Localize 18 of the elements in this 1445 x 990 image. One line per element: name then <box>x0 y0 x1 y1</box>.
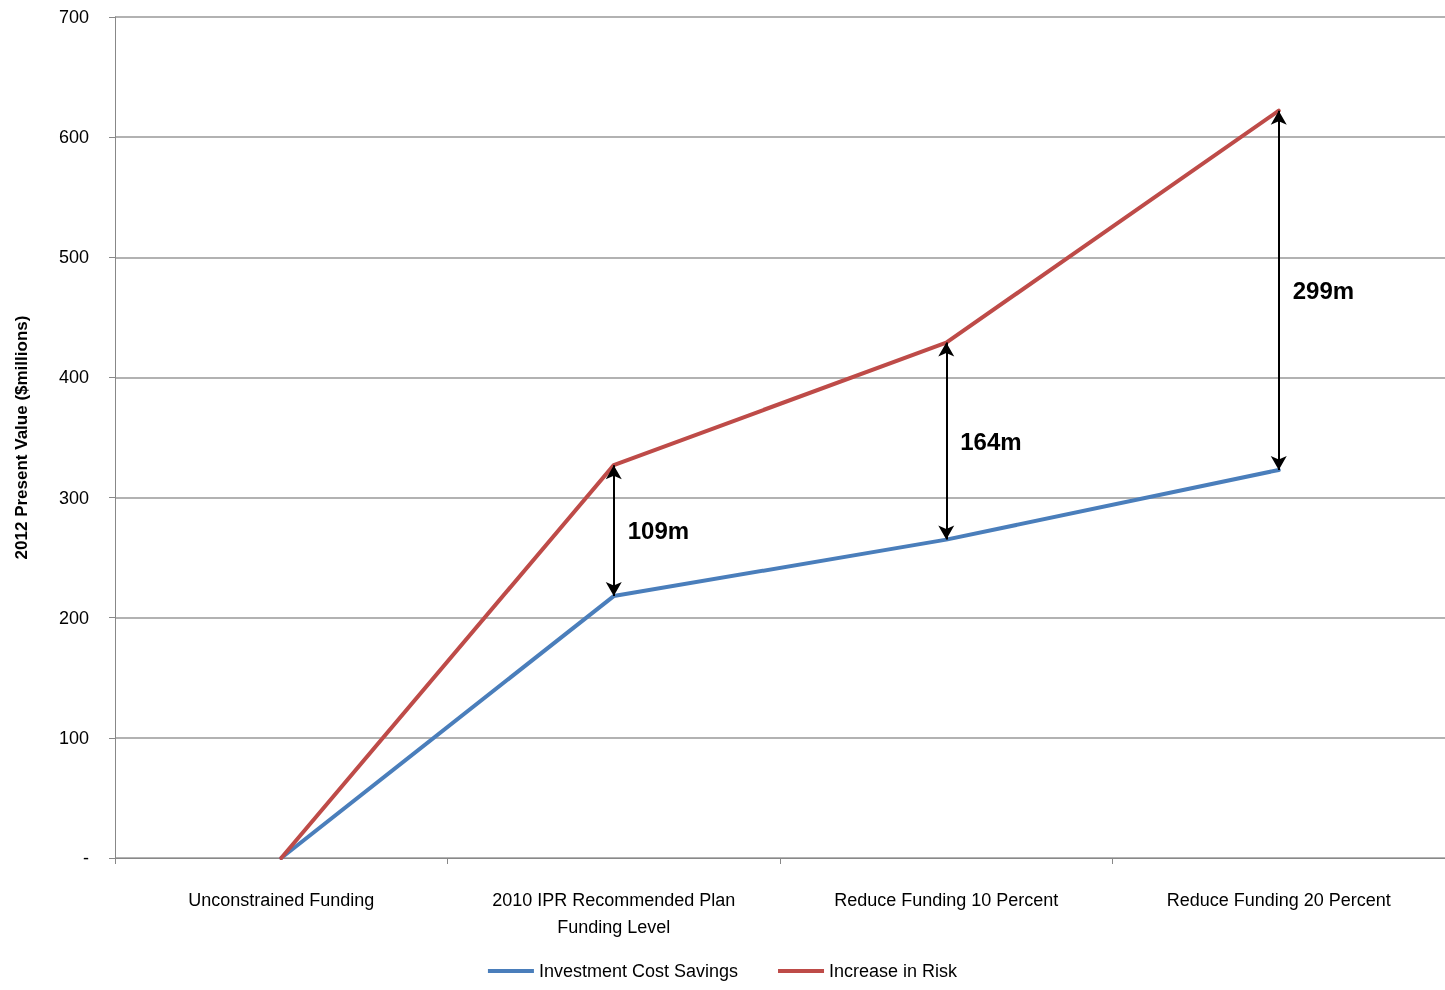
y-tick-label: 400 <box>58 367 89 388</box>
y-tick-label: 500 <box>58 247 89 268</box>
legend-label: Investment Cost Savings <box>538 961 739 981</box>
y-tick-label: 300 <box>58 487 89 508</box>
x-tick-label: Reduce Funding 20 Percent <box>1166 889 1391 910</box>
annotation: 109m <box>627 517 690 545</box>
y-tick-label: 200 <box>58 607 89 628</box>
x-tick-label: 2010 IPR Recommended Plan Funding Level <box>492 889 736 937</box>
y-tick-label: 700 <box>58 7 89 27</box>
annotation: 164m <box>960 427 1022 455</box>
annotation: 299m <box>1292 276 1355 304</box>
x-tick-label: Unconstrained Funding <box>188 889 375 910</box>
legend-label: Increase in Risk <box>829 961 959 981</box>
y-tick-label: - <box>83 848 89 868</box>
y-tick-label: 600 <box>58 127 89 148</box>
y-tick-label: 100 <box>58 727 89 748</box>
x-tick-label: Reduce Funding 10 Percent <box>834 889 1059 910</box>
y-axis-title: 2012 Present Value ($millions) <box>12 315 31 560</box>
